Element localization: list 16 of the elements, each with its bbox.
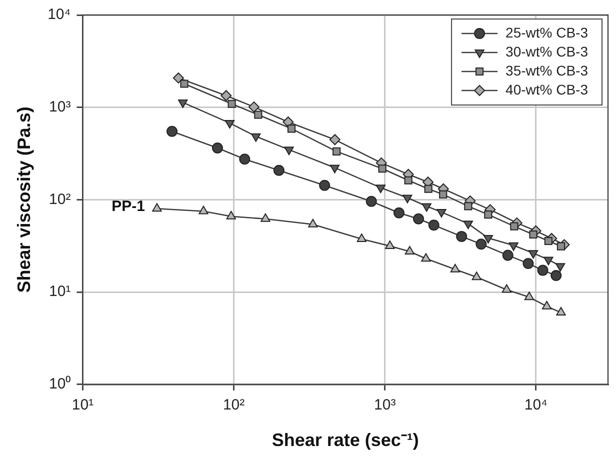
legend-label: 30-wt% CB-3 [506,43,588,60]
legend-label: 40-wt% CB-3 [506,81,588,98]
x-tick-label: 10² [222,396,245,414]
x-axis-title: Shear rate (sec⁻¹) [272,430,419,450]
x-tick-label: 10³ [374,396,396,414]
y-tick-label: 10² [49,190,71,208]
y-tick-label: 10¹ [49,283,71,300]
y-tick-label: 10⁰ [49,376,71,393]
x-tick-label: 10¹ [72,396,94,414]
y-tick-label: 10⁴ [48,6,71,24]
legend-label: 35-wt% CB-3 [506,62,588,78]
y-tick-label: 10³ [49,98,71,116]
x-tick-label: 10⁴ [524,396,548,414]
y-axis-title: Shear viscosity (Pa.s) [14,106,34,293]
legend-label: 25-wt% CB-3 [506,24,588,40]
annotation: PP-1 [112,198,145,215]
